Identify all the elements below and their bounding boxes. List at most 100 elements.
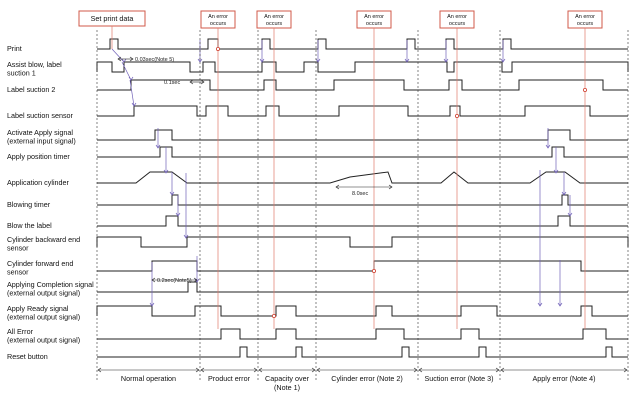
waveform-fwd_sensor <box>97 260 628 272</box>
signal-label-back_sensor: sensor <box>7 244 29 253</box>
section-arrow-0-head-left <box>97 367 102 373</box>
signal-label-all_error: (external output signal) <box>7 336 80 345</box>
causal-arrow-head <box>545 144 551 149</box>
waveform-suction2 <box>97 79 628 91</box>
section-label-4: Suction error (Note 3) <box>424 374 493 383</box>
error-trigger-marker <box>215 47 220 52</box>
timing-annotation-3: 8.0sec <box>352 191 368 197</box>
signal-label-assist: Assist blow, label <box>7 60 62 69</box>
error-box-line2: occurs <box>577 21 593 27</box>
signal-label-cylinder: Application cylinder <box>7 178 70 187</box>
section-arrow-0-head-right <box>195 367 200 373</box>
causal-arrow-head <box>183 234 189 239</box>
signal-label-blow_timer: Blowing timer <box>7 200 51 209</box>
causal-arrow-head <box>315 58 321 63</box>
timing-annotation-1: 0.03sec(Note 5) <box>135 57 174 63</box>
timing-dim-4-head-right <box>193 277 198 283</box>
section-label-2: (Note 1) <box>274 383 300 392</box>
section-label-1: Product error <box>208 374 251 383</box>
signal-label-print: Print <box>7 44 22 53</box>
causal-arrow-head <box>149 302 155 307</box>
timing-dim-2-head-right <box>200 79 205 85</box>
timing-dim-1-head-right <box>129 56 134 62</box>
timing-dim-3-head-right <box>388 184 393 190</box>
section-arrow-3-head-right <box>413 367 418 373</box>
error-trigger-marker <box>454 114 459 119</box>
causal-arrow-head <box>553 169 559 174</box>
timing-dim-3-head-left <box>335 184 340 190</box>
error-box-line1: An error <box>208 14 228 20</box>
waveform-completion <box>97 281 628 293</box>
causal-arrow-head <box>131 102 137 107</box>
causal-arrow-head <box>404 58 410 63</box>
signal-label-all_error: All Error <box>7 327 34 336</box>
section-label-0: Normal operation <box>121 374 176 383</box>
signal-label-completion: (external output signal) <box>7 289 80 298</box>
error-box-line2: occurs <box>266 21 282 27</box>
timing-dim-1-head-left <box>117 56 122 62</box>
timing-annotation-2: 0.1sec <box>164 80 180 86</box>
causal-arrow <box>111 48 125 63</box>
signal-label-activate: Activate Apply signal <box>7 128 73 137</box>
error-trigger-marker <box>583 88 588 93</box>
section-arrow-5-head-right <box>623 367 628 373</box>
set-print-data-label: Set print data <box>91 14 134 23</box>
causal-arrow-head <box>259 58 265 63</box>
signal-label-activate: (external input signal) <box>7 137 76 146</box>
signal-label-fwd_sensor: sensor <box>7 268 29 277</box>
waveform-assist <box>96 61 629 73</box>
causal-arrow-head <box>175 212 181 217</box>
waveform-print <box>97 38 628 50</box>
signal-label-sensor: Label suction sensor <box>7 111 74 120</box>
signal-label-suction2: Label suction 2 <box>7 85 55 94</box>
waveform-all_error <box>97 328 628 340</box>
waveform-blow <box>97 215 628 227</box>
section-label-5: Apply error (Note 4) <box>532 374 595 383</box>
timing-annotation-4: 0.2sec(Note5) <box>157 278 192 284</box>
section-arrow-3-head-left <box>316 367 321 373</box>
error-box-line1: An error <box>264 14 284 20</box>
error-box-line1: An error <box>575 14 595 20</box>
causal-arrow-head <box>561 191 567 196</box>
section-arrow-2-head-right <box>311 367 316 373</box>
waveform-back_sensor <box>96 236 629 248</box>
section-label-3: Cylinder error (Note 2) <box>331 374 403 383</box>
signal-label-completion: Applying Completion signal <box>7 280 94 289</box>
section-arrow-2-head-left <box>258 367 263 373</box>
error-trigger-marker <box>371 268 376 273</box>
section-arrow-1-head-left <box>200 367 205 373</box>
error-box-line1: An error <box>447 14 467 20</box>
error-box-line2: occurs <box>449 21 465 27</box>
waveform-reset <box>97 346 628 358</box>
causal-arrow-head <box>155 144 161 149</box>
causal-arrow <box>121 61 132 81</box>
section-arrow-4-head-right <box>495 367 500 373</box>
waveform-sensor <box>97 105 628 117</box>
waveform-ready <box>96 305 628 317</box>
error-trigger-marker <box>271 313 276 318</box>
signal-label-back_sensor: Cylinder backward end <box>7 235 80 244</box>
error-box-line1: An error <box>364 14 384 20</box>
signal-label-reset: Reset button <box>7 352 48 361</box>
signal-label-ready: (external output signal) <box>7 313 80 322</box>
signal-label-blow: Blow the label <box>7 221 52 230</box>
signal-label-fwd_sensor: Cylinder forward end <box>7 259 73 268</box>
causal-arrow-head <box>128 76 134 81</box>
causal-arrow-head <box>443 58 449 63</box>
waveform-blow_timer <box>97 194 628 206</box>
signal-label-ready: Apply Ready signal <box>7 304 69 313</box>
causal-arrow-head <box>500 58 506 63</box>
causal-arrow <box>129 79 135 107</box>
section-arrow-5-head-left <box>500 367 505 373</box>
timing-dim-2-head-left <box>189 79 194 85</box>
signal-label-apply_timer: Apply position timer <box>7 152 70 161</box>
causal-arrow-head <box>163 169 169 174</box>
waveform-apply_timer <box>97 146 628 158</box>
section-arrow-1-head-right <box>253 367 258 373</box>
section-label-2: Capacity over <box>265 374 310 383</box>
causal-arrow-head <box>567 212 573 217</box>
waveform-activate <box>97 129 628 141</box>
timing-dim-4-head-left <box>151 277 156 283</box>
